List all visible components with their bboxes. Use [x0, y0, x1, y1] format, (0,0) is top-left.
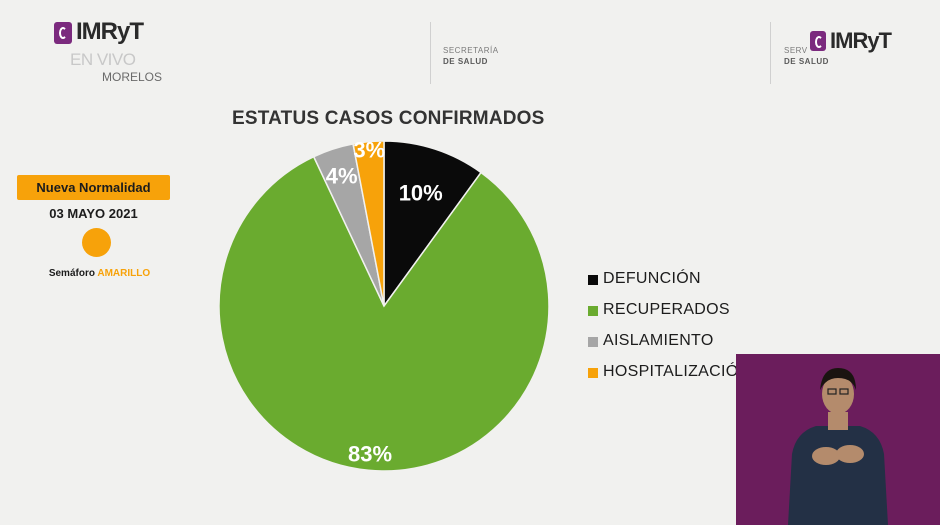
nueva-normalidad-badge: Nueva Normalidad [17, 175, 170, 200]
imryt-logo-icon-right [810, 31, 826, 51]
imryt-logo-icon [54, 22, 72, 44]
logo-right-text: IMRyT [830, 28, 892, 53]
secretaria-line2: DE SALUD [443, 57, 488, 66]
pie-slice-hospitalizaci- [352, 140, 385, 307]
morelos-label: MORELOS [102, 70, 163, 84]
legend-label: DEFUNCIÓN [603, 270, 701, 287]
header-divider [430, 22, 431, 84]
sign-language-interpreter-video [736, 354, 940, 525]
secretaria-salud-logo: SECRETARÍA DE SALUD [443, 45, 499, 67]
pie-label-hospitalizaci-: 3% [353, 137, 385, 162]
secretaria-line1: SECRETARÍA [443, 46, 499, 55]
legend-swatch [588, 275, 598, 285]
imryt-logo-left: IMRyT EN VIVO MORELOS [54, 18, 174, 86]
interpreter-figure [736, 354, 940, 525]
semaforo-label: Semáforo [48, 268, 95, 279]
servicios-line1: SERV [784, 46, 808, 55]
servicios-line2: DE SALUD [784, 57, 829, 66]
legend-swatch [588, 368, 598, 378]
pie-slice-recuperados [218, 155, 550, 472]
semaforo-status: Semáforo AMARILLO [17, 268, 182, 279]
chart-title: ESTATUS CASOS CONFIRMADOS [232, 108, 545, 129]
nueva-normalidad-label: Nueva Normalidad [36, 180, 151, 195]
semaforo-value: AMARILLO [97, 268, 151, 279]
legend-swatch [588, 337, 598, 347]
legend-label: RECUPERADOS [603, 301, 730, 318]
imryt-logo-right: IMRyT [810, 28, 920, 58]
pie-label-aislamiento: 4% [326, 163, 358, 188]
logo-left-text: IMRyT [76, 18, 144, 45]
pie-label-defunci-n: 10% [399, 181, 443, 206]
legend-label: HOSPITALIZACIÓ [603, 363, 739, 380]
en-vivo-watermark: EN VIVO [70, 50, 136, 69]
semaforo-dot-icon [82, 228, 111, 257]
header-divider-right [770, 22, 771, 84]
legend-swatch [588, 306, 598, 316]
legend-label: AISLAMIENTO [603, 332, 714, 349]
report-date: 03 MAYO 2021 [49, 206, 138, 221]
pie-slice-defunci-n [383, 140, 483, 309]
servicios-salud-logo: SERV DE SALUD [784, 45, 829, 67]
pie-label-recuperados: 83% [348, 441, 392, 466]
